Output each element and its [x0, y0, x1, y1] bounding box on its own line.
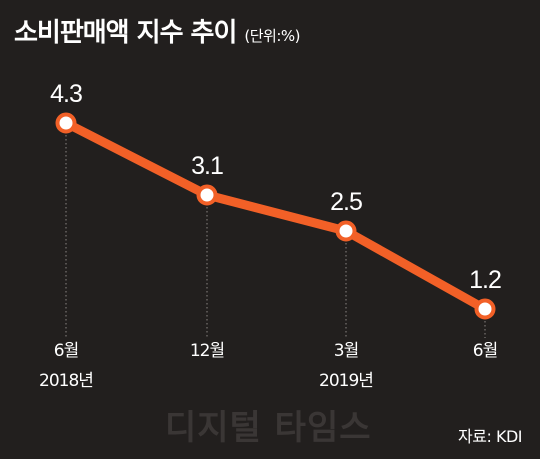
- value-label-2: 2.5: [330, 188, 362, 216]
- value-label-0: 4.3: [50, 80, 82, 108]
- title-row: 소비판매액 지수 추이 (단위:%): [14, 12, 301, 49]
- value-label-3: 1.2: [469, 266, 501, 294]
- source-note: 자료: KDI: [458, 427, 522, 446]
- x-tick-label-2: 3월: [334, 341, 358, 361]
- x-tick-label-1: 12월: [190, 341, 224, 361]
- x-tick-label-0: 6월: [54, 341, 78, 361]
- unit-note: (단위:%): [244, 27, 301, 45]
- x-year-label-2: 2019년: [319, 371, 373, 391]
- data-point-3: [474, 298, 496, 320]
- data-point-2: [335, 220, 357, 242]
- watermark: 디지털 타임스: [165, 408, 372, 448]
- data-point-0: [55, 112, 77, 134]
- value-label-1: 3.1: [191, 152, 223, 180]
- series-line: [61, 118, 490, 314]
- chart-title: 소비판매액 지수 추이: [14, 18, 237, 48]
- data-point-1: [196, 184, 218, 206]
- x-year-label-0: 2018년: [39, 371, 93, 391]
- x-tick-label-3: 6월: [473, 341, 497, 361]
